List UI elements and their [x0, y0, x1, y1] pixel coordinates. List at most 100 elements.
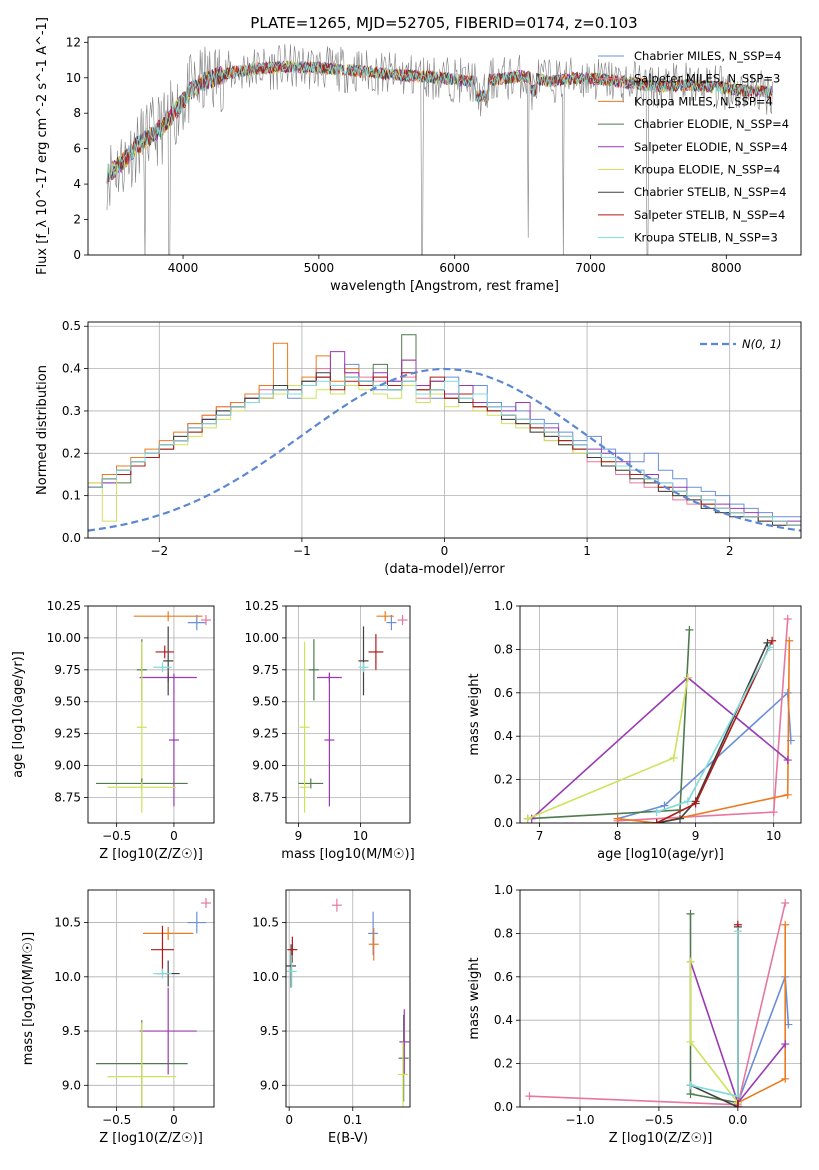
weight-point: [686, 957, 695, 966]
y-tick-label: 0.0: [494, 816, 513, 830]
x-tick-label: 0: [441, 544, 449, 558]
weight-point: [768, 636, 777, 645]
x-tick-label: 6000: [439, 261, 470, 275]
weight-point: [733, 1103, 742, 1107]
y-tick-label: 1.0: [494, 883, 513, 897]
weight-point: [781, 1040, 790, 1049]
legend-label: Kroupa ELODIE, N_SSP=4: [634, 163, 780, 177]
y-tick-label: 9.75: [252, 663, 279, 677]
x-tick-label: 5000: [304, 261, 335, 275]
weight-line: [617, 640, 791, 823]
weight-point: [691, 799, 700, 808]
y-tick-label: 10.0: [252, 970, 279, 984]
legend-label: Salpeter MILES, N_SSP=3: [634, 72, 780, 86]
y-tick-label: 9.50: [54, 695, 81, 709]
y-tick-label: 10: [66, 71, 81, 85]
histogram-step: [88, 372, 801, 526]
axes-frame: [87, 605, 215, 824]
weight-point: [733, 927, 742, 936]
weight-point: [765, 643, 774, 652]
age-vs-Z-panel: −0.5 0 8.75 9.00 9.25 9.50 9.75 10.00 10.25 Z [lo…: [11, 599, 215, 862]
x-tick-label: 10: [353, 829, 368, 843]
weight-vs-Z-plot-area: [525, 899, 793, 1107]
y-tick-label: 0.8: [494, 926, 513, 940]
age-vs-mass-panel: 9 10 8.75 9.00 9.25 9.50 9.75 10.00 10.25 mass [l…: [245, 599, 415, 862]
weight-vs-age-panel: 7 8 9 10 0.0 0.2 0.4 0.6 0.8 1.0 age [log10(age/yr…: [467, 599, 802, 862]
weight-line: [531, 676, 789, 820]
x-tick-label: −1: [293, 544, 311, 558]
weight-line: [656, 646, 771, 813]
legend-label: N(0, 1): [742, 337, 782, 351]
mass-vs-EBV-plot-area: [286, 898, 410, 1107]
y-tick-label: 10.25: [245, 599, 279, 613]
weight-point: [781, 1074, 790, 1083]
x-tick-label: 9: [692, 829, 700, 843]
weight-point: [652, 808, 661, 817]
axes-frame: [519, 889, 802, 1108]
histogram-step: [88, 385, 801, 526]
spectrum-panel: 4000 5000 6000 7000 8000 0 2 4 6 8 10 12 wavelength …: [35, 17, 802, 294]
y-tick-label: 10.5: [54, 916, 81, 930]
x-tick-label: 7: [536, 829, 544, 843]
x-axis-label: wavelength [Angstrom, rest frame]: [330, 279, 559, 294]
x-axis-label: Z [log10(Z/Z☉)]: [99, 1131, 203, 1146]
y-tick-label: 9.0: [260, 1078, 279, 1092]
y-tick-label: 10.5: [252, 916, 279, 930]
y-tick-label: 0.2: [62, 446, 81, 460]
weight-vs-Z-panel: −1.0 −0.5 0.0 0.0 0.2 0.4 0.6 0.8 1.0 Z [log10(Z/…: [467, 883, 802, 1146]
weight-line: [656, 640, 773, 823]
x-tick-label: 0: [170, 829, 178, 843]
y-axis-label: mass weight: [467, 673, 482, 755]
axes-frame: [87, 889, 215, 1108]
spectrum-model-line: [106, 59, 773, 184]
y-tick-label: 9.75: [54, 663, 81, 677]
x-tick-label: 0.0: [728, 1113, 747, 1127]
x-tick-label: 2: [726, 544, 734, 558]
weight-point: [652, 819, 661, 823]
axes-frame: [519, 605, 802, 824]
axes-frame: [87, 321, 802, 539]
y-tick-label: 0.3: [62, 404, 81, 418]
y-tick-label: 10.00: [245, 631, 279, 645]
x-tick-label: 8000: [711, 261, 742, 275]
weight-point: [783, 615, 792, 624]
y-tick-label: 1.0: [494, 599, 513, 613]
y-tick-label: 10.0: [54, 970, 81, 984]
weight-point: [686, 909, 695, 918]
weight-point: [660, 801, 669, 810]
y-tick-label: 0.6: [494, 686, 513, 700]
weight-point: [781, 899, 790, 908]
weight-point: [733, 1092, 742, 1101]
mass-vs-Z-panel: −0.5 0 9.0 9.5 10.0 10.5 Z [log10(Z/Z☉)] mass […: [21, 889, 215, 1146]
legend-label: Kroupa MILES, N_SSP=4: [634, 94, 773, 108]
y-tick-label: 4: [73, 177, 81, 191]
x-tick-label: −0.5: [102, 829, 131, 843]
y-tick-label: 9.00: [252, 759, 279, 773]
residuals-panel: −2 −1 0 1 2 0.0 0.1 0.2 0.3 0.4 0.5 (data-model)/er…: [35, 319, 802, 577]
y-tick-label: 0: [73, 248, 81, 262]
x-tick-label: −1.0: [565, 1113, 594, 1127]
legend-label: Salpeter STELIB, N_SSP=4: [634, 208, 785, 222]
legend-label: Chabrier ELODIE, N_SSP=4: [634, 117, 789, 131]
histogram-step: [88, 376, 801, 526]
x-axis-label: mass [log10(M/M☉)]: [281, 847, 414, 862]
weight-point: [669, 753, 678, 762]
y-axis-label: Normed distribution: [35, 365, 50, 495]
y-tick-label: 0.8: [494, 642, 513, 656]
weight-point: [686, 1081, 695, 1090]
normal-curve: [88, 367, 801, 532]
y-tick-label: 0.4: [62, 362, 81, 376]
age-vs-Z-plot-area: [96, 611, 211, 813]
legend-label: Kroupa STELIB, N_SSP=3: [634, 231, 778, 245]
weight-point: [676, 814, 685, 823]
y-tick-label: 8.75: [54, 790, 81, 804]
age-vs-mass-plot-area: [298, 611, 408, 813]
x-tick-label: 0: [285, 1113, 293, 1127]
weight-point: [783, 756, 792, 765]
y-tick-label: 0.6: [494, 970, 513, 984]
y-tick-label: 9.0: [62, 1078, 81, 1092]
weight-point: [783, 688, 792, 697]
histogram-step: [88, 334, 801, 526]
y-tick-label: 8.75: [252, 790, 279, 804]
